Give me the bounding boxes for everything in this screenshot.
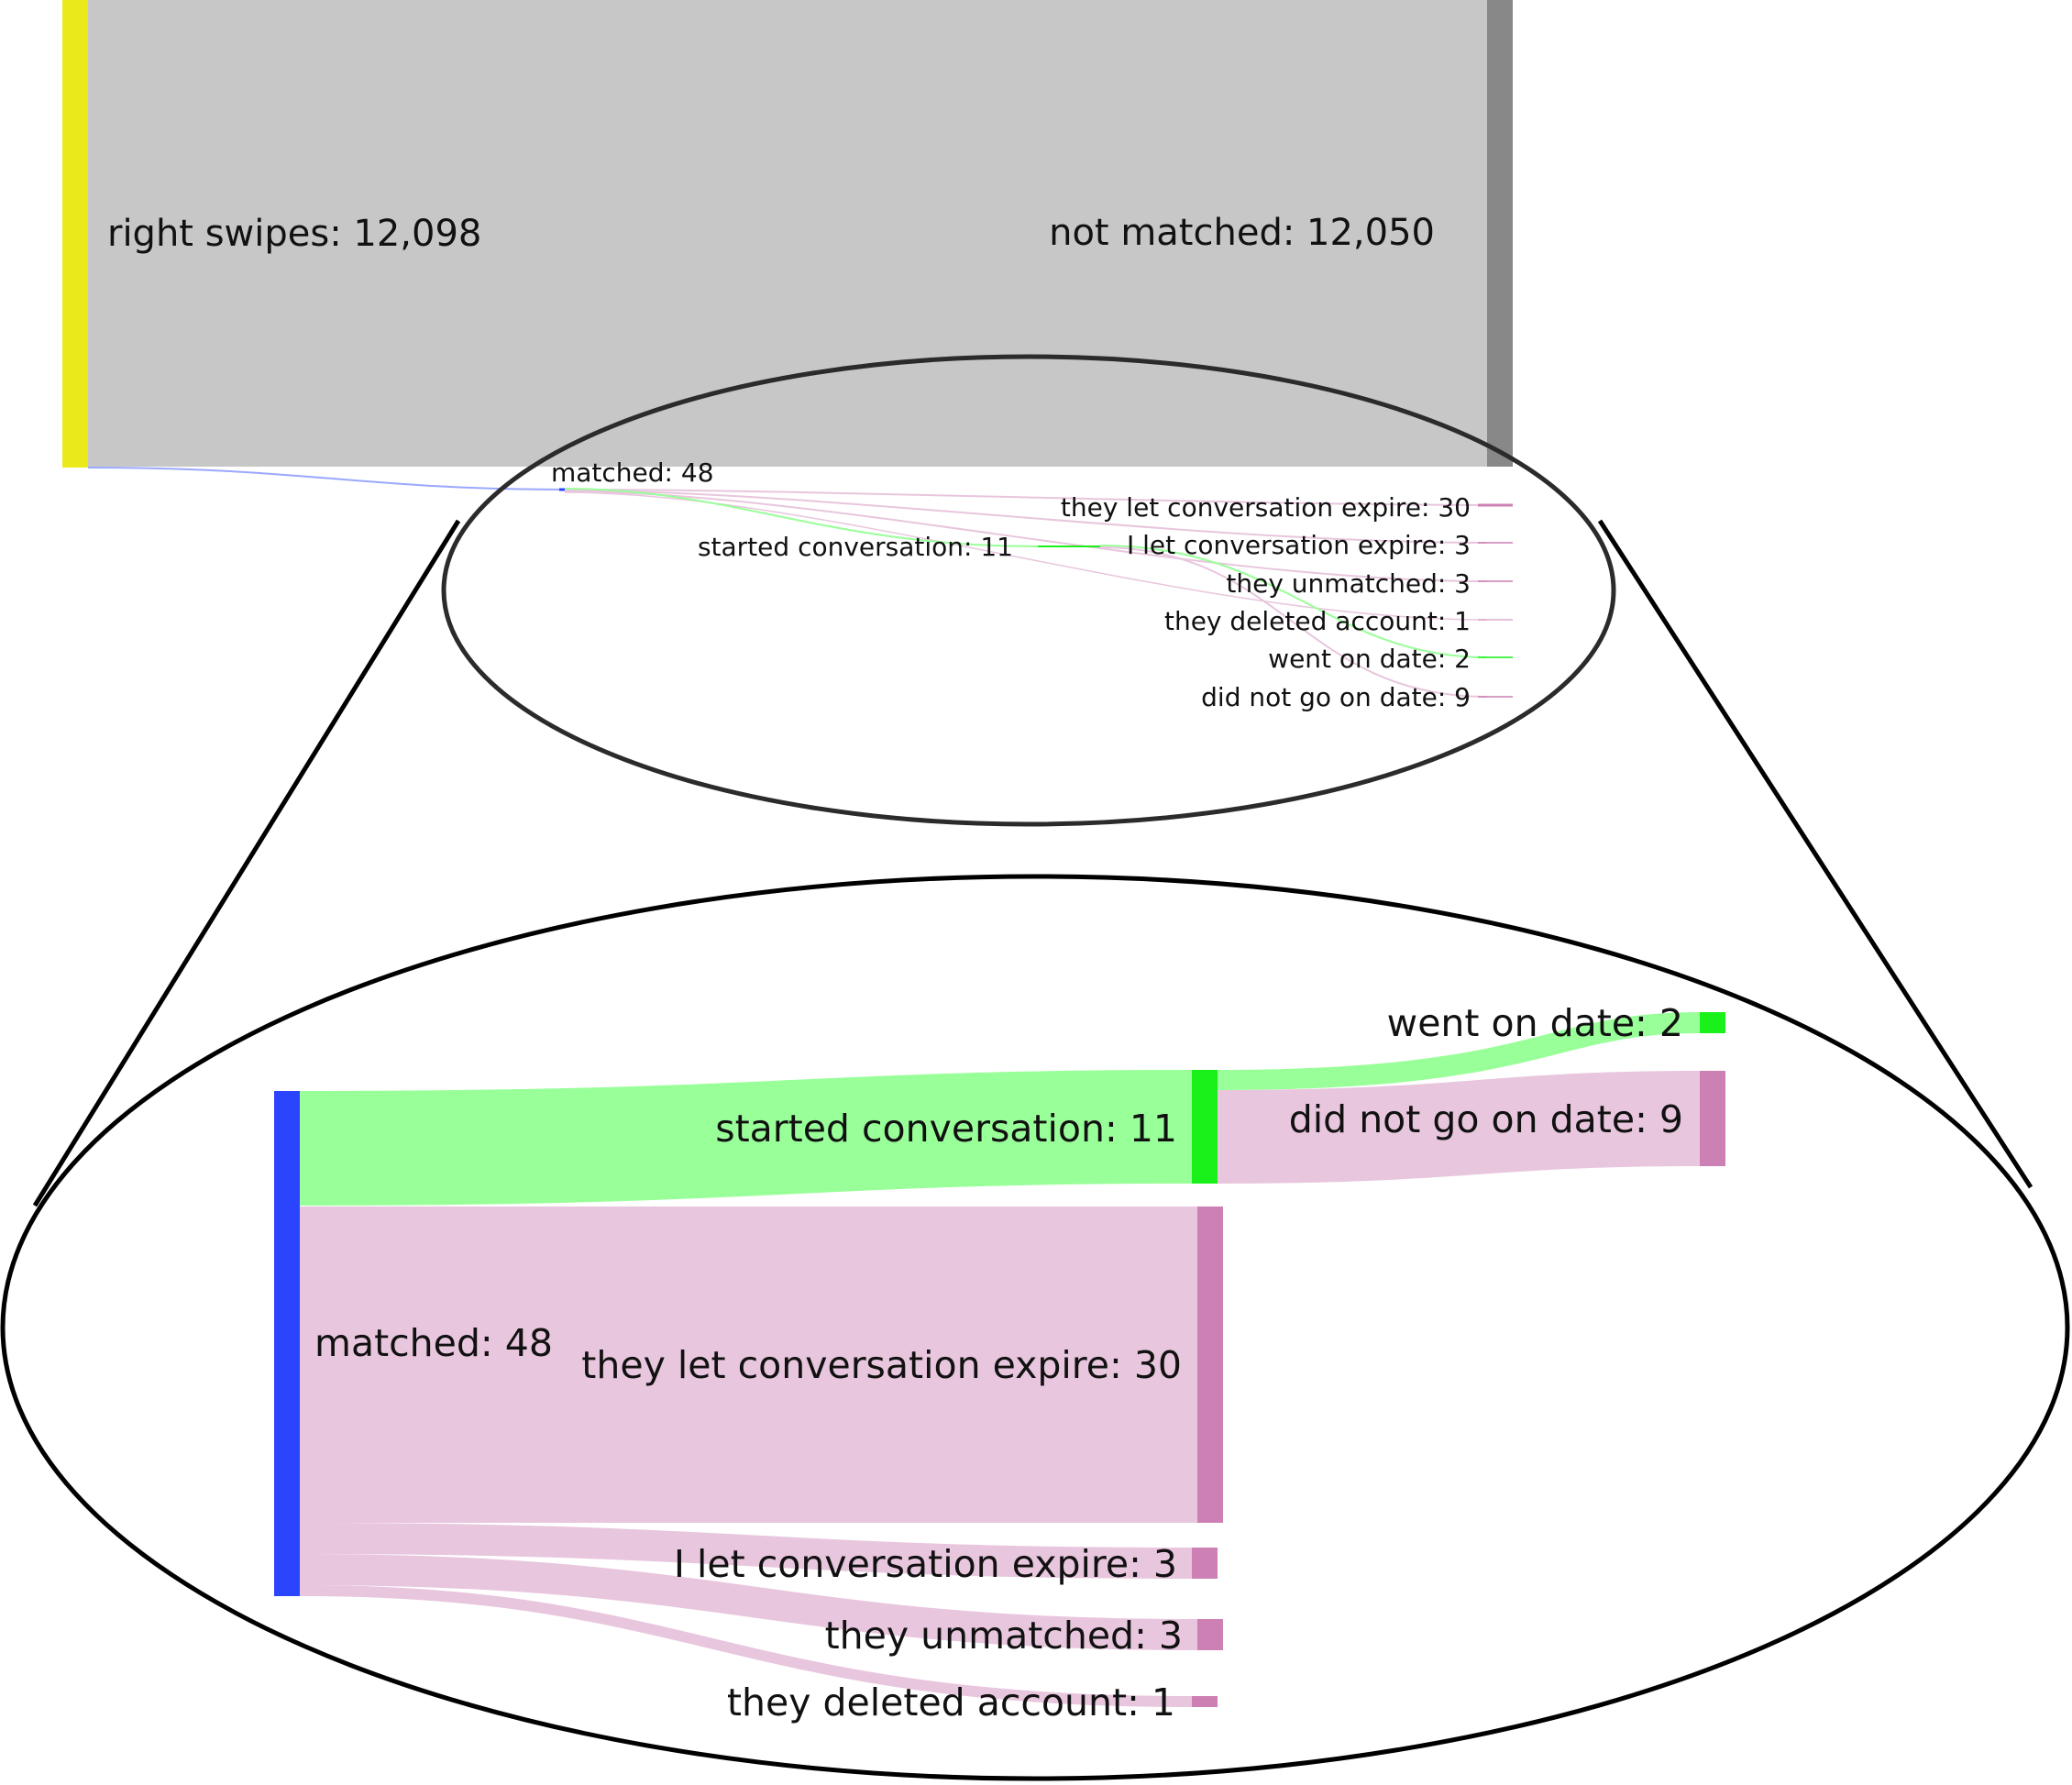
label-did-not-go-top: did not go on date: 9 (1201, 682, 1471, 712)
zoom-they-unmatched-node (1197, 1619, 1223, 1650)
flow-zoom-conversation-to-went-on-date (1218, 1012, 1700, 1090)
flow-conversation-to-did-not-go (1099, 546, 1488, 698)
magnifier-large-ellipse (0, 874, 2070, 1781)
zoom-went-on-date-node (1700, 1012, 1725, 1033)
flow-zoom-matched-to-they-deleted (300, 1585, 1192, 1707)
flow-matched-to-started-conversation (564, 488, 1039, 547)
label-right-swipes: right swipes: 12,098 (107, 213, 481, 255)
label-i-let-expire-top: I let conversation expire: 3 (1127, 530, 1471, 560)
zoom-did-not-go-node (1700, 1071, 1725, 1166)
magnifier-left-line (32, 519, 461, 1207)
zoom-label-matched: matched: 48 (314, 1321, 553, 1365)
zoom-they-deleted-node (1192, 1696, 1218, 1707)
flow-conversation-to-went-on-date (1099, 545, 1488, 658)
flow-right-swipes-to-matched (87, 467, 565, 490)
zoom-view: matched: 48 started conversation: 11 the… (274, 1001, 1725, 1724)
label-matched-top: matched: 48 (551, 457, 714, 488)
right-swipes-node (62, 0, 88, 468)
flow-matched-to-i-let-expire (564, 490, 1488, 544)
zoom-label-i-let-expire: I let conversation expire: 3 (674, 1542, 1177, 1586)
zoom-started-conversation-node (1192, 1070, 1218, 1184)
label-they-deleted-top: they deleted account: 1 (1164, 606, 1471, 636)
flow-matched-to-they-deleted (564, 491, 1488, 621)
flow-zoom-matched-to-they-unmatched (300, 1554, 1197, 1650)
zoom-label-started-conversation: started conversation: 11 (715, 1107, 1177, 1151)
magnifier-small-ellipse (441, 354, 1616, 827)
flow-zoom-matched-to-started-conversation (300, 1070, 1192, 1206)
flow-zoom-conversation-to-did-not-go (1218, 1071, 1700, 1184)
zoom-label-went-on-date: went on date: 2 (1387, 1001, 1683, 1045)
label-they-unmatched-top: they unmatched: 3 (1226, 568, 1471, 599)
label-started-conversation-top: started conversation: 11 (698, 532, 1013, 562)
label-not-matched: not matched: 12,050 (1049, 212, 1435, 254)
flow-right-swipes-to-not-matched (88, 0, 1487, 467)
zoom-label-they-let-expire: they let conversation expire: 30 (581, 1343, 1182, 1387)
label-went-on-date-top: went on date: 2 (1268, 644, 1471, 674)
zoom-i-let-expire-node (1192, 1548, 1218, 1579)
zoom-label-did-not-go: did not go on date: 9 (1289, 1097, 1683, 1141)
not-matched-node (1487, 0, 1513, 467)
top-overview: right swipes: 12,098 not matched: 12,050… (62, 0, 1513, 712)
zoom-label-they-unmatched: they unmatched: 3 (825, 1614, 1183, 1658)
label-they-let-expire-top: they let conversation expire: 30 (1061, 492, 1471, 523)
flow-matched-to-they-let-expire (564, 489, 1488, 506)
zoom-matched-node (274, 1091, 300, 1596)
zoom-they-let-expire-node (1197, 1207, 1223, 1523)
magnifier-right-line (1597, 519, 2033, 1189)
flow-zoom-matched-to-they-let-expire (300, 1207, 1197, 1523)
zoom-label-they-deleted: they deleted account: 1 (727, 1680, 1175, 1724)
flow-zoom-matched-to-i-let-expire (300, 1523, 1192, 1579)
flow-matched-to-they-unmatched (564, 490, 1488, 582)
magnifier (0, 354, 2070, 1781)
